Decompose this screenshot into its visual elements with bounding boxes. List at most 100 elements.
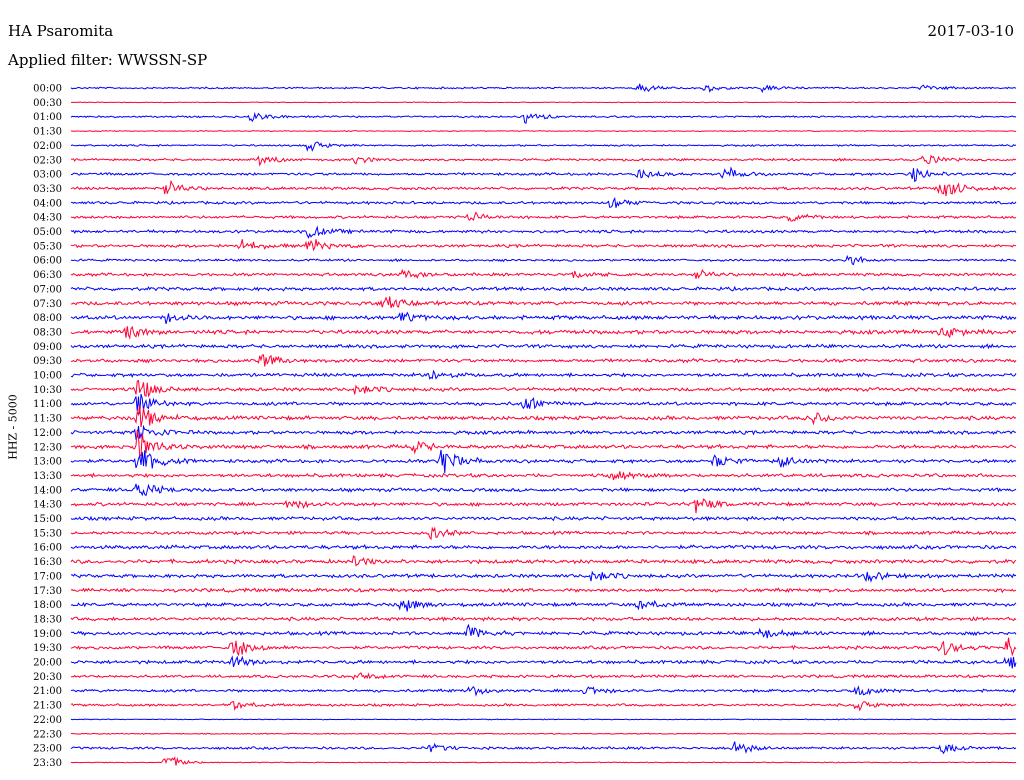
trace-row — [70, 424, 1017, 441]
time-tick-label: 20:30 — [33, 672, 62, 683]
station-title: HA Psaromita — [8, 22, 114, 40]
trace-row — [70, 449, 1017, 474]
trace-row — [70, 623, 1017, 639]
time-tick-label: 14:30 — [33, 500, 62, 511]
trace-row — [70, 196, 1017, 208]
trace-row — [70, 343, 1017, 350]
time-tick-label: 17:00 — [33, 571, 62, 582]
trace-row — [70, 101, 1017, 104]
trace-row — [70, 285, 1017, 292]
trace-row — [70, 429, 1017, 457]
trace-row — [70, 570, 1017, 583]
time-tick-label: 18:30 — [33, 614, 62, 625]
time-tick-label: 03:00 — [33, 170, 62, 181]
time-tick-label: 04:30 — [33, 213, 62, 224]
trace-row — [70, 483, 1017, 497]
time-tick-label: 03:30 — [33, 184, 62, 195]
time-tick-label: 05:00 — [33, 227, 62, 238]
time-tick-label: 11:00 — [33, 399, 62, 410]
trace-row — [70, 369, 1017, 380]
trace-row — [70, 154, 1017, 167]
time-tick-label: 19:00 — [33, 629, 62, 640]
trace-row — [70, 83, 1017, 94]
trace-row — [70, 179, 1017, 197]
trace-row — [70, 130, 1017, 133]
time-tick-label: 06:00 — [33, 256, 62, 267]
time-tick-label: 21:00 — [33, 686, 62, 697]
time-tick-label: 08:00 — [33, 313, 62, 324]
trace-row — [70, 471, 1017, 481]
trace-row — [70, 404, 1017, 428]
time-tick-label: 15:30 — [33, 528, 62, 539]
time-tick-label: 16:00 — [33, 543, 62, 554]
time-tick-label: 02:30 — [33, 155, 62, 166]
trace-row — [70, 211, 1017, 222]
time-tick-label: 19:30 — [33, 643, 62, 654]
trace-row — [70, 718, 1017, 721]
trace-row — [70, 311, 1017, 324]
time-tick-label: 09:30 — [33, 356, 62, 367]
trace-row — [70, 515, 1017, 522]
time-tick-label: 02:00 — [33, 141, 62, 152]
time-tick-label: 12:00 — [33, 428, 62, 439]
time-tick-label: 04:00 — [33, 198, 62, 209]
trace-row — [70, 543, 1017, 551]
trace-row — [70, 393, 1017, 415]
trace-row — [70, 268, 1017, 279]
time-tick-label: 09:00 — [33, 342, 62, 353]
trace-row — [70, 756, 1017, 766]
time-tick-label: 01:30 — [33, 127, 62, 138]
time-tick-label: 20:00 — [33, 658, 62, 669]
trace-row — [70, 655, 1017, 669]
trace-row — [70, 379, 1017, 398]
time-tick-label: 08:30 — [33, 327, 62, 338]
time-tick-label: 13:00 — [33, 457, 62, 468]
time-tick-label: 22:30 — [33, 729, 62, 740]
trace-row — [70, 732, 1017, 735]
trace-row — [70, 325, 1017, 340]
time-tick-label: 07:30 — [33, 299, 62, 310]
trace-row — [70, 225, 1017, 239]
time-tick-label: 01:00 — [33, 112, 62, 123]
time-tick-label: 15:00 — [33, 514, 62, 525]
trace-row — [70, 141, 1017, 152]
trace-row — [70, 166, 1017, 183]
time-tick-label: 22:00 — [33, 715, 62, 726]
time-tick-label: 05:30 — [33, 241, 62, 252]
trace-row — [70, 254, 1017, 266]
trace-row — [70, 296, 1017, 309]
time-tick-label: 10:00 — [33, 371, 62, 382]
trace-row — [70, 354, 1017, 367]
time-tick-label: 21:30 — [33, 701, 62, 712]
time-tick-label: 18:00 — [33, 600, 62, 611]
trace-row — [70, 616, 1017, 622]
time-tick-label: 06:30 — [33, 270, 62, 281]
filter-label: Applied filter: WWSSN-SP — [8, 51, 208, 69]
trace-row — [70, 587, 1017, 594]
time-tick-label: 23:30 — [33, 758, 62, 769]
trace-row — [70, 599, 1017, 612]
time-tick-label: 10:30 — [33, 385, 62, 396]
trace-row — [70, 239, 1017, 252]
time-tick-label: 12:30 — [33, 442, 62, 453]
time-tick-label: 13:30 — [33, 471, 62, 482]
time-tick-label: 11:30 — [33, 414, 62, 425]
time-tick-label: 16:30 — [33, 557, 62, 568]
trace-row — [70, 700, 1017, 712]
trace-row — [70, 498, 1017, 514]
trace-row — [70, 526, 1017, 541]
trace-row — [70, 111, 1017, 124]
time-tick-label: 00:30 — [33, 98, 62, 109]
trace-row — [70, 637, 1017, 657]
trace-row — [70, 555, 1017, 567]
time-tick-label: 07:00 — [33, 284, 62, 295]
time-tick-label: 17:30 — [33, 586, 62, 597]
time-tick-label: 00:00 — [33, 84, 62, 95]
trace-row — [70, 741, 1017, 755]
time-tick-label: 14:00 — [33, 485, 62, 496]
trace-row — [70, 685, 1017, 697]
trace-row — [70, 672, 1017, 681]
record-date: 2017-03-10 — [927, 22, 1014, 40]
time-tick-label: 23:00 — [33, 744, 62, 755]
